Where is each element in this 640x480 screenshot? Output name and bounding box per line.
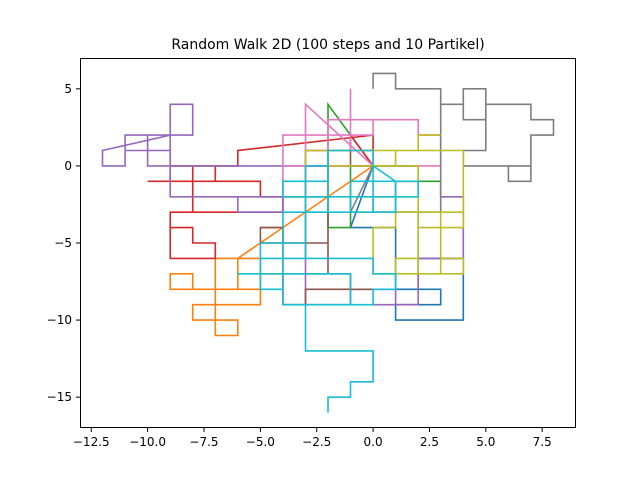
walk-line-series-5 (101, 103, 465, 306)
y-tick-label: 0 (64, 159, 72, 173)
x-tick-label: −12.5 (73, 435, 110, 449)
x-tick-label: −2.5 (302, 435, 331, 449)
walk-line-series-8 (349, 72, 555, 213)
y-tick-label: −15 (47, 390, 72, 404)
plot-area-frame (80, 58, 576, 428)
series-layer (101, 72, 555, 413)
walk-line-series-10 (237, 149, 420, 413)
x-tick-label: 0.0 (364, 435, 383, 449)
x-tick-label: 5.0 (476, 435, 495, 449)
x-tick-label: 2.5 (420, 435, 439, 449)
x-tick-label: 7.5 (533, 435, 552, 449)
y-tick-label: −5 (54, 236, 72, 250)
y-tick-label: −10 (47, 313, 72, 327)
y-axis: 5 0 −5 −10 −15 (47, 82, 80, 404)
x-tick-label: −7.5 (189, 435, 218, 449)
y-tick-label: 5 (64, 82, 72, 96)
chart-title: Random Walk 2D (100 steps and 10 Partike… (171, 37, 484, 53)
walk-line-series-4 (147, 132, 374, 260)
x-axis: −12.5 −10.0 −7.5 −5.0 −2.5 0.0 2.5 5.0 7.5 (73, 428, 552, 449)
x-tick-label: −5.0 (246, 435, 275, 449)
x-tick-label: −10.0 (129, 435, 166, 449)
